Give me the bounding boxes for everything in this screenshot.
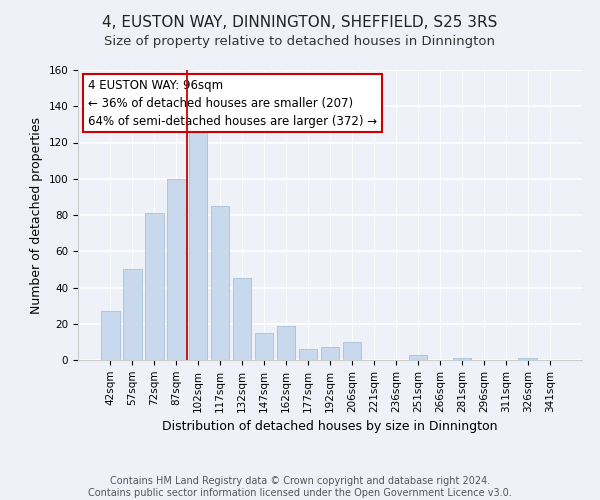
Bar	[343, 342, 361, 360]
Text: 4, EUSTON WAY, DINNINGTON, SHEFFIELD, S25 3RS: 4, EUSTON WAY, DINNINGTON, SHEFFIELD, S2…	[103, 15, 497, 30]
Bar	[320, 348, 340, 360]
Bar	[299, 349, 317, 360]
Bar	[145, 213, 164, 360]
Bar	[409, 354, 427, 360]
Bar	[518, 358, 537, 360]
Bar	[101, 311, 119, 360]
Text: Contains HM Land Registry data © Crown copyright and database right 2024.
Contai: Contains HM Land Registry data © Crown c…	[88, 476, 512, 498]
Bar	[123, 270, 142, 360]
Bar	[211, 206, 229, 360]
Bar	[452, 358, 471, 360]
Y-axis label: Number of detached properties: Number of detached properties	[30, 116, 43, 314]
X-axis label: Distribution of detached houses by size in Dinnington: Distribution of detached houses by size …	[162, 420, 498, 433]
Bar	[277, 326, 295, 360]
Bar	[189, 124, 208, 360]
Text: Size of property relative to detached houses in Dinnington: Size of property relative to detached ho…	[104, 35, 496, 48]
Bar	[167, 179, 185, 360]
Bar	[255, 333, 274, 360]
Text: 4 EUSTON WAY: 96sqm
← 36% of detached houses are smaller (207)
64% of semi-detac: 4 EUSTON WAY: 96sqm ← 36% of detached ho…	[88, 78, 377, 128]
Bar	[233, 278, 251, 360]
